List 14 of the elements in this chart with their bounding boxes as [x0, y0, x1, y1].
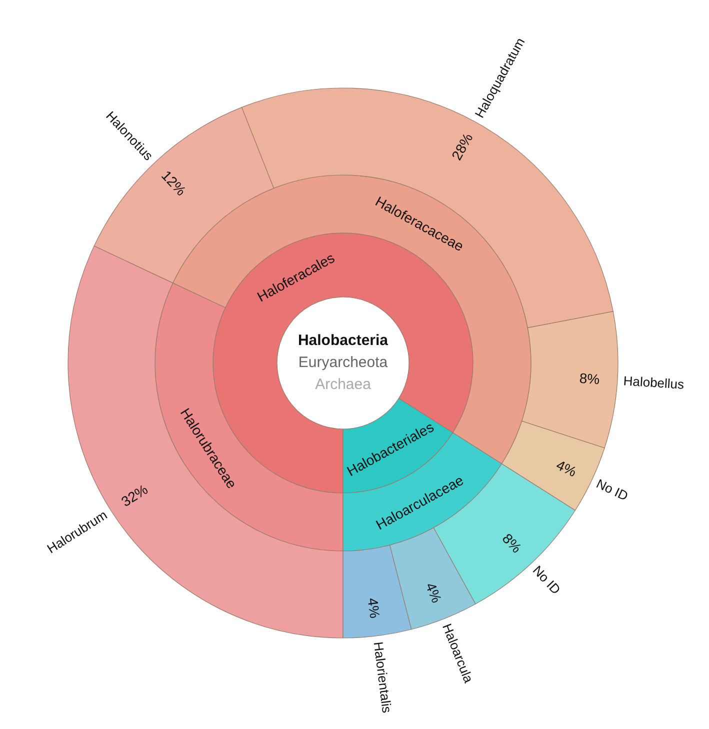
data-label: 4%: [554, 456, 580, 480]
data-label: 4%: [364, 597, 384, 620]
data-label: 32%: [118, 481, 151, 510]
data-label: 4%: [422, 580, 446, 606]
data-label: 28%: [448, 130, 476, 163]
text: Archaea: [315, 376, 372, 393]
slice-label: No ID: [530, 562, 564, 598]
data-label: 8%: [499, 530, 525, 556]
text: Euryarcheota: [298, 354, 388, 371]
slice-label: Halobellus: [622, 373, 685, 392]
slice-label: Halorientalis: [370, 640, 395, 714]
data-label: 8%: [578, 370, 600, 388]
slice-label: No ID: [594, 476, 631, 504]
text: Halobacteria: [298, 332, 389, 349]
